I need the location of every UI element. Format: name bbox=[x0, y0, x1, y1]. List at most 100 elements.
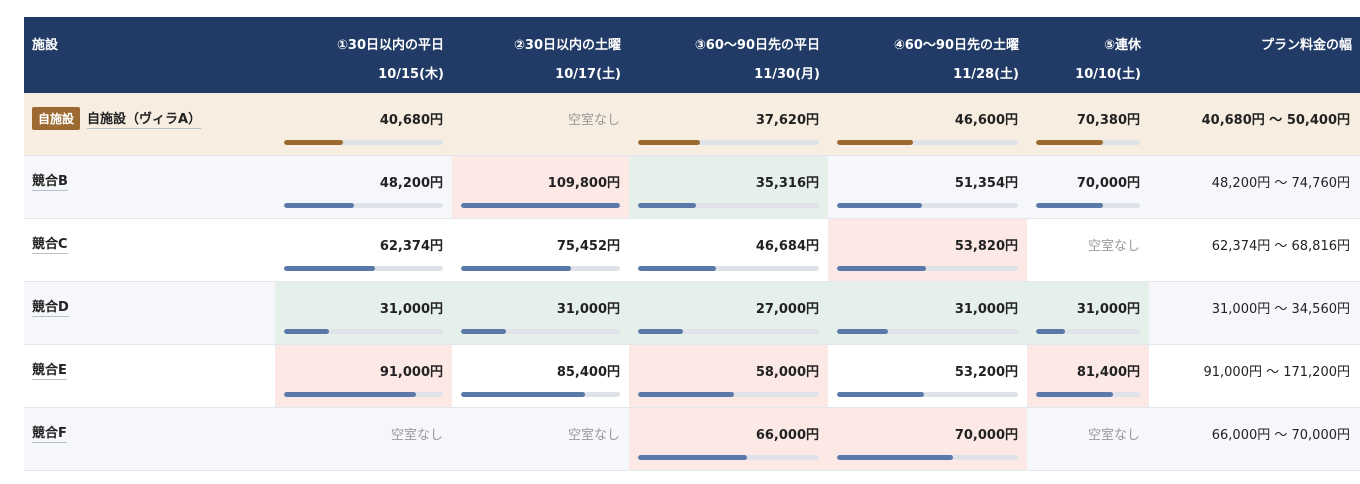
price-value: 53,200円 bbox=[954, 365, 1018, 380]
price-value: 51,354円 bbox=[954, 176, 1018, 191]
table-body: 自施設 自施設（ヴィラA） 40,680円 空室なし 37,620円 46,600円 70,… bbox=[24, 93, 1360, 471]
competitor-row: 競合E 91,000円 85,400円 58,000円 53,200円 81,400円 91… bbox=[24, 344, 1360, 408]
price-bar-fill bbox=[638, 203, 696, 208]
facility-name-link[interactable]: 自施設（ヴィラA） bbox=[87, 108, 202, 129]
price-cell: 81,400円 bbox=[1027, 344, 1149, 408]
price-bar-fill bbox=[284, 203, 354, 208]
price-bar-fill bbox=[638, 266, 716, 271]
price-bar bbox=[837, 266, 1018, 271]
facility-name-wrap: 競合E bbox=[32, 359, 275, 380]
facility-name-link[interactable]: 競合D bbox=[32, 296, 69, 317]
header-col-4: ④60～90日先の土曜 11/28(土) bbox=[828, 17, 1027, 93]
competitor-row: 競合B 48,200円 109,800円 35,316円 51,354円 70,000円 4… bbox=[24, 155, 1360, 219]
price-value: 109,800円 bbox=[547, 176, 620, 191]
price-cell-inner: 37,620円 bbox=[629, 93, 828, 155]
price-bar-fill bbox=[284, 329, 329, 334]
facility-name-wrap: 競合C bbox=[32, 233, 275, 254]
price-cell: 空室なし bbox=[452, 407, 629, 471]
price-bar-fill bbox=[284, 140, 343, 145]
price-bar-fill bbox=[461, 329, 506, 334]
price-value: 37,620円 bbox=[755, 113, 819, 128]
price-bar bbox=[638, 266, 819, 271]
price-bar bbox=[837, 140, 1018, 145]
price-bar-fill bbox=[638, 329, 684, 334]
price-value: 46,684円 bbox=[755, 239, 819, 254]
no-vacancy-label: 空室なし bbox=[567, 113, 620, 128]
price-bar bbox=[284, 329, 443, 334]
price-cell-inner: 空室なし bbox=[1027, 408, 1149, 470]
price-bar bbox=[638, 392, 819, 397]
price-cell-inner: 109,800円 bbox=[452, 156, 629, 218]
facility-name-link[interactable]: 競合B bbox=[32, 170, 68, 191]
facility-cell: 競合F bbox=[24, 407, 275, 471]
price-cell: 空室なし bbox=[1027, 407, 1149, 471]
price-cell-inner: 31,000円 bbox=[275, 282, 452, 344]
plan-range-value: 40,680円 ～ 50,400円 bbox=[1201, 113, 1350, 128]
price-bar bbox=[461, 203, 620, 208]
price-cell-inner: 27,000円 bbox=[629, 282, 828, 344]
price-cell-inner: 空室なし bbox=[452, 93, 629, 155]
price-cell: 空室なし bbox=[1027, 218, 1149, 282]
price-value: 91,000円 bbox=[379, 365, 443, 380]
price-bar bbox=[461, 266, 620, 271]
facility-name-link[interactable]: 競合E bbox=[32, 359, 67, 380]
price-bar-fill bbox=[837, 455, 953, 460]
price-bar bbox=[638, 455, 819, 460]
facility-name-link[interactable]: 競合C bbox=[32, 233, 68, 254]
price-bar-fill bbox=[461, 203, 620, 208]
price-value: 48,200円 bbox=[379, 176, 443, 191]
table-header: 施設 ①30日以内の平日 10/15(木) ②30日以内の土曜 10/17(土) ③… bbox=[24, 17, 1360, 93]
price-bar-fill bbox=[638, 392, 734, 397]
price-value: 81,400円 bbox=[1076, 365, 1140, 380]
price-bar-fill bbox=[837, 266, 926, 271]
price-bar bbox=[837, 455, 1018, 460]
header-col-label: ④60～90日先の土曜 bbox=[893, 38, 1019, 53]
no-vacancy-label: 空室なし bbox=[390, 428, 443, 443]
price-cell: 53,820円 bbox=[828, 218, 1027, 282]
price-bar bbox=[284, 140, 443, 145]
price-bar-fill bbox=[638, 455, 747, 460]
price-bar-fill bbox=[837, 329, 888, 334]
price-cell: 53,200円 bbox=[828, 344, 1027, 408]
price-cell-inner: 46,600円 bbox=[828, 93, 1027, 155]
price-cell: 31,000円 bbox=[275, 281, 452, 345]
price-cell-inner: 70,000円 bbox=[1027, 156, 1149, 218]
price-bar bbox=[638, 140, 819, 145]
facility-name-link[interactable]: 競合F bbox=[32, 422, 67, 443]
price-cell: 51,354円 bbox=[828, 155, 1027, 219]
no-vacancy-label: 空室なし bbox=[1087, 428, 1140, 443]
price-cell-inner: 46,684円 bbox=[629, 219, 828, 281]
price-value: 31,000円 bbox=[556, 302, 620, 317]
price-bar bbox=[1036, 140, 1140, 145]
price-cell: 48,200円 bbox=[275, 155, 452, 219]
price-value: 75,452円 bbox=[556, 239, 620, 254]
price-bar-fill bbox=[461, 392, 586, 397]
header-col-date: 11/28(土) bbox=[953, 67, 1019, 82]
price-bar bbox=[837, 203, 1018, 208]
price-cell: 70,000円 bbox=[828, 407, 1027, 471]
facility-name-wrap: 競合F bbox=[32, 422, 275, 443]
price-cell-inner: 70,380円 bbox=[1027, 93, 1149, 155]
price-value: 46,600円 bbox=[954, 113, 1018, 128]
price-bar bbox=[1036, 392, 1140, 397]
price-cell: 58,000円 bbox=[629, 344, 828, 408]
header-col-date: 11/30(月) bbox=[754, 67, 820, 82]
price-cell-inner: 81,400円 bbox=[1027, 345, 1149, 407]
price-bar-fill bbox=[284, 266, 375, 271]
price-bar-fill bbox=[1036, 329, 1066, 334]
price-cell-inner: 31,000円 bbox=[1027, 282, 1149, 344]
price-bar bbox=[1036, 203, 1140, 208]
competitor-row: 競合D 31,000円 31,000円 27,000円 31,000円 31,000円 31… bbox=[24, 281, 1360, 345]
price-cell-inner: 51,354円 bbox=[828, 156, 1027, 218]
price-bar-fill bbox=[1036, 392, 1113, 397]
price-bar-fill bbox=[1036, 203, 1103, 208]
price-bar-fill bbox=[284, 392, 416, 397]
price-cell-inner: 58,000円 bbox=[629, 345, 828, 407]
no-vacancy-label: 空室なし bbox=[567, 428, 620, 443]
price-bar-fill bbox=[837, 140, 914, 145]
price-cell: 70,380円 bbox=[1027, 93, 1149, 156]
facility-name-wrap: 競合D bbox=[32, 296, 275, 317]
plan-range-cell: 66,000円 ～ 70,000円 bbox=[1149, 407, 1360, 471]
plan-range-cell: 62,374円 ～ 68,816円 bbox=[1149, 218, 1360, 282]
header-col-date: 10/10(土) bbox=[1075, 67, 1141, 82]
